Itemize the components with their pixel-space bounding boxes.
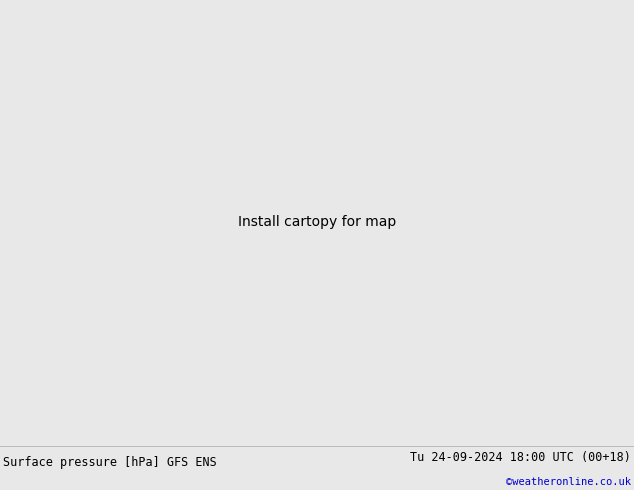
Text: Surface pressure [hPa] GFS ENS: Surface pressure [hPa] GFS ENS: [3, 456, 217, 468]
Text: Tu 24-09-2024 18:00 UTC (00+18): Tu 24-09-2024 18:00 UTC (00+18): [410, 451, 631, 464]
Text: ©weatheronline.co.uk: ©weatheronline.co.uk: [506, 477, 631, 487]
Text: Install cartopy for map: Install cartopy for map: [238, 216, 396, 229]
